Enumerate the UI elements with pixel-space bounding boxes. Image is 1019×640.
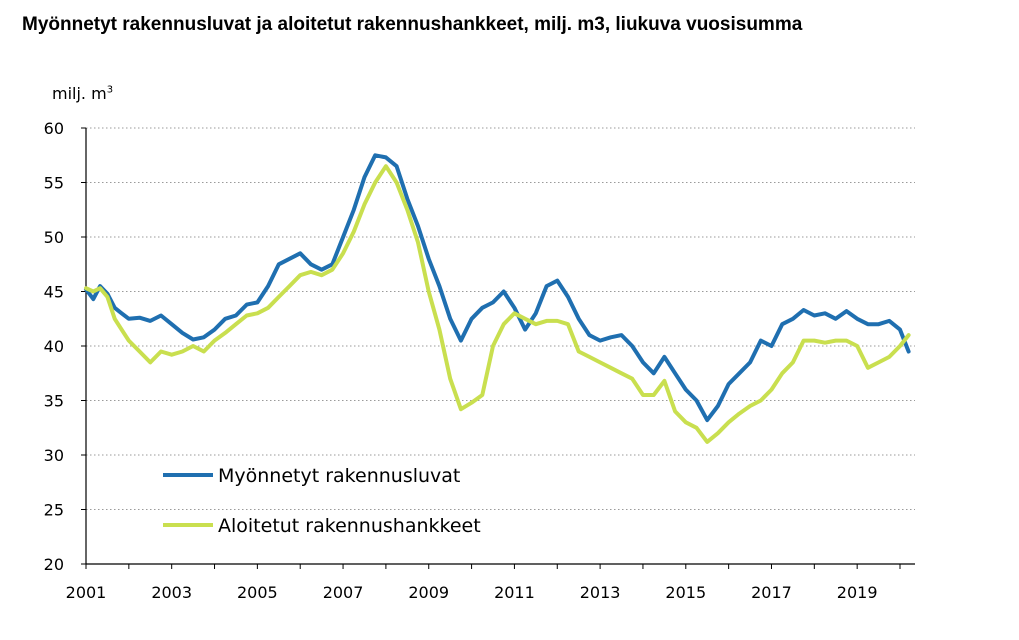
y-tick-label-55: 55 [44, 174, 64, 193]
legend-label-2: Aloitetut rakennushankkeet [218, 515, 481, 537]
y-axis-unit-label: milj. m3 [52, 84, 113, 103]
y-tick-label-45: 45 [44, 283, 64, 302]
y-tick-label-35: 35 [44, 392, 64, 411]
x-tick-label-2003: 2003 [151, 583, 192, 602]
x-tick-label-2019: 2019 [837, 583, 878, 602]
x-tick-label-2007: 2007 [323, 583, 364, 602]
x-tick-label-2017: 2017 [751, 583, 792, 602]
chart-title: Myönnetyt rakennusluvat ja aloitetut rak… [22, 14, 803, 35]
series-line-2 [84, 164, 911, 444]
unit-superscript: 3 [106, 84, 114, 96]
axes [81, 127, 915, 569]
x-tick-label-2009: 2009 [408, 583, 449, 602]
y-tick-label-40: 40 [44, 337, 64, 356]
unit-text: milj. m [52, 84, 107, 103]
x-tick-label-2005: 2005 [237, 583, 278, 602]
x-tick-labels: 2001 2003 2005 2007 2009 2011 2013 2015 2017 2019 [66, 583, 878, 602]
y-tick-label-25: 25 [44, 501, 64, 520]
x-tick-label-2015: 2015 [665, 583, 706, 602]
legend-label-1: Myönnetyt rakennusluvat [218, 465, 460, 487]
y-tick-labels: 20 25 30 35 40 45 50 55 60 [44, 119, 64, 574]
y-tick-label-50: 50 [44, 228, 64, 247]
y-tick-label-60: 60 [44, 119, 64, 138]
legend: Myönnetyt rakennusluvat Aloitetut rakennu… [163, 465, 481, 537]
x-tick-label-2013: 2013 [580, 583, 621, 602]
series-line-1 [84, 153, 911, 423]
y-tick-label-20: 20 [44, 555, 64, 574]
y-tick-label-30: 30 [44, 446, 64, 465]
series-lines [84, 153, 911, 444]
x-tick-label-2001: 2001 [66, 583, 107, 602]
x-tick-label-2011: 2011 [494, 583, 535, 602]
